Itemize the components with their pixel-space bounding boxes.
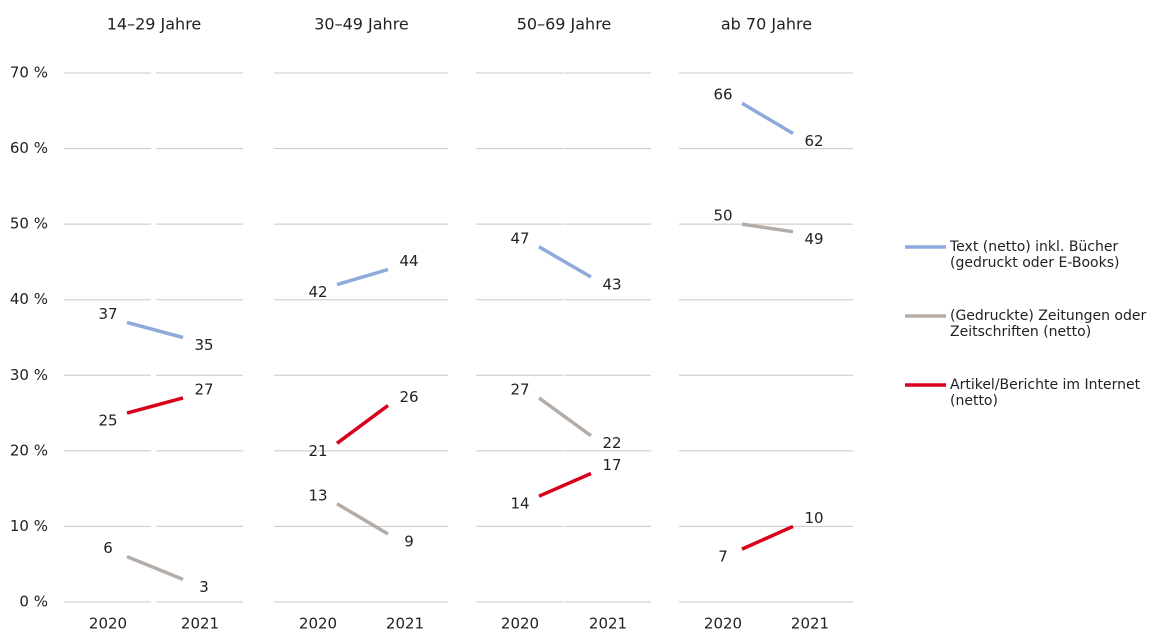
slope-line xyxy=(538,471,592,498)
x-tick-label: 2021 xyxy=(386,615,424,633)
data-label: 26 xyxy=(399,388,418,406)
data-label: 25 xyxy=(98,412,117,430)
data-label: 27 xyxy=(510,380,529,398)
y-tick-label: 70 % xyxy=(10,64,48,82)
slope-line xyxy=(537,396,593,438)
y-tick-label: 50 % xyxy=(10,215,48,233)
y-tick-label: 60 % xyxy=(10,139,48,157)
x-tick-label: 2020 xyxy=(501,615,539,633)
slope-line xyxy=(741,101,794,135)
legend-label: Artikel/Berichte im Internet (netto) xyxy=(950,377,1141,409)
slope-line xyxy=(126,555,184,581)
data-label: 14 xyxy=(510,495,529,513)
y-tick-label: 30 % xyxy=(10,366,48,384)
data-label: 27 xyxy=(194,380,213,398)
slope-line xyxy=(538,245,592,279)
data-label: 22 xyxy=(602,434,621,452)
data-label: 37 xyxy=(98,305,117,323)
data-label: 43 xyxy=(602,276,621,294)
data-label: 35 xyxy=(194,336,213,354)
legend-label: Text (netto) inkl. Bücher (gedruckt oder… xyxy=(950,239,1120,271)
legend-label: (Gedruckte) Zeitungen oder Zeitschriften… xyxy=(950,308,1147,340)
x-tick-label: 2021 xyxy=(589,615,627,633)
panel-title: ab 70 Jahre xyxy=(721,15,812,34)
x-tick-label: 2021 xyxy=(181,615,219,633)
data-label: 50 xyxy=(713,207,732,225)
slope-line xyxy=(336,267,389,287)
panel-title: 30–49 Jahre xyxy=(314,15,409,34)
data-label: 42 xyxy=(308,283,327,301)
data-label: 10 xyxy=(804,509,823,527)
data-label: 62 xyxy=(804,132,823,150)
slope-line xyxy=(741,524,794,551)
slope-line xyxy=(126,396,184,415)
data-label: 9 xyxy=(404,532,414,550)
data-label: 49 xyxy=(804,230,823,248)
data-label: 44 xyxy=(399,252,418,270)
data-label: 17 xyxy=(602,456,621,474)
y-tick-label: 0 % xyxy=(19,593,48,611)
data-label: 6 xyxy=(103,539,113,557)
x-tick-label: 2020 xyxy=(704,615,742,633)
y-tick-label: 20 % xyxy=(10,441,48,459)
slope-line xyxy=(336,502,389,536)
panel-title: 50–69 Jahre xyxy=(517,15,612,34)
data-label: 13 xyxy=(308,486,327,504)
slope-line xyxy=(335,404,390,445)
data-label: 66 xyxy=(713,86,732,104)
x-tick-label: 2020 xyxy=(89,615,127,633)
x-tick-label: 2020 xyxy=(299,615,337,633)
data-label: 3 xyxy=(199,578,209,596)
data-label: 21 xyxy=(308,442,327,460)
data-label: 7 xyxy=(718,548,728,566)
slope-line xyxy=(741,222,794,234)
slope-line xyxy=(126,320,184,340)
y-tick-label: 10 % xyxy=(10,517,48,535)
x-tick-label: 2021 xyxy=(791,615,829,633)
y-tick-label: 40 % xyxy=(10,290,48,308)
data-label: 47 xyxy=(510,229,529,247)
panel-title: 14–29 Jahre xyxy=(107,15,202,34)
